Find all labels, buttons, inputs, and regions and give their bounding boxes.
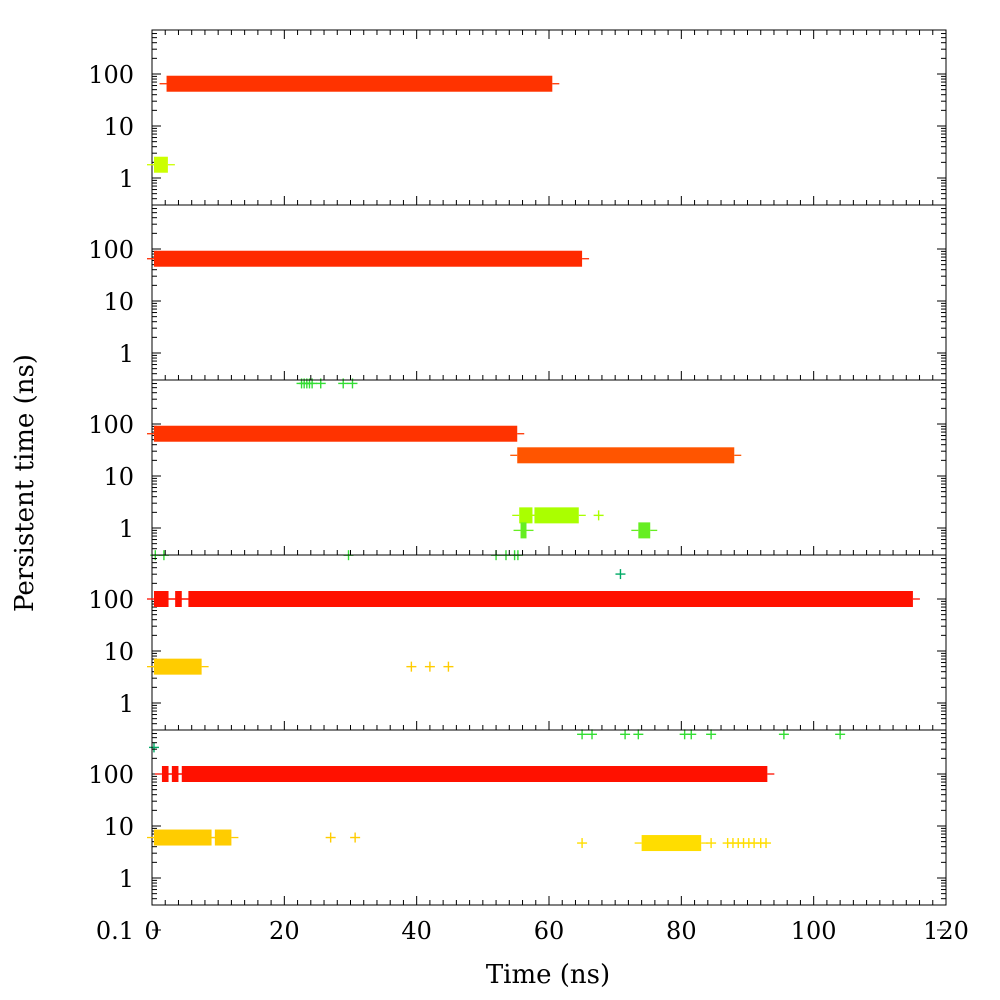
panel-1: 1 10 100 — [88, 29, 947, 206]
data-run — [641, 835, 702, 852]
y-tick-label: 10 — [103, 288, 134, 316]
data-run — [153, 425, 518, 442]
data-run — [153, 591, 169, 607]
data-point — [406, 661, 417, 672]
panel-frame — [151, 379, 947, 556]
data-point — [577, 729, 588, 740]
x-axis-title: Time (ns) — [486, 960, 610, 990]
panels-layer: 1 10 100 1 10 100 1 10 100 1 10 100 0.1 1 10 100 — [88, 29, 947, 945]
data-run — [517, 447, 735, 464]
data-point — [325, 832, 336, 843]
x-tick-label: 20 — [269, 917, 300, 945]
y-tick-label: 100 — [88, 761, 134, 789]
data-point — [706, 838, 717, 849]
panel-3: 1 10 100 — [88, 379, 947, 580]
y-tick-label: 1 — [119, 865, 134, 893]
y-tick-label: 1 — [119, 690, 134, 718]
y-tick-label: 1 — [119, 515, 134, 543]
y-tick-label: 10 — [103, 113, 134, 141]
data-point — [593, 510, 604, 521]
y-tick-label: 10 — [103, 463, 134, 491]
y-axis-title: Persistent time (ns) — [10, 354, 40, 612]
x-tick-label: 80 — [666, 917, 697, 945]
data-point — [620, 729, 631, 740]
data-point — [706, 729, 717, 740]
data-run — [181, 766, 768, 782]
data-point — [148, 742, 159, 753]
data-point — [761, 838, 772, 849]
panel-4: 1 10 100 — [88, 554, 947, 753]
y-tick-label: 100 — [88, 586, 134, 614]
data-point — [686, 729, 697, 740]
panel-5: 0.1 1 10 100 — [88, 729, 947, 945]
y-tick-label: 10 — [103, 813, 134, 841]
y-tick-label: 0.1 — [96, 917, 134, 945]
data-run — [638, 522, 651, 539]
data-run — [153, 250, 583, 267]
data-point — [835, 729, 846, 740]
y-tick-label: 1 — [119, 165, 134, 193]
y-tick-label: 100 — [88, 236, 134, 264]
data-run — [214, 829, 232, 846]
data-point — [577, 838, 588, 849]
data-point — [443, 661, 454, 672]
y-tick-label: 100 — [88, 411, 134, 439]
data-run — [153, 658, 202, 675]
panel-frame — [151, 204, 947, 381]
data-run — [519, 507, 533, 524]
x-tick-label: 120 — [923, 917, 969, 945]
data-run — [188, 591, 913, 607]
panel-frame — [151, 729, 947, 906]
y-tick-label: 1 — [119, 340, 134, 368]
data-point — [778, 729, 789, 740]
data-run — [534, 507, 579, 524]
x-tick-label: 100 — [791, 917, 837, 945]
data-run — [166, 75, 553, 92]
data-run — [175, 591, 182, 607]
panel-frame — [151, 554, 947, 731]
data-point — [424, 661, 435, 672]
data-point — [633, 729, 644, 740]
data-run — [153, 829, 212, 846]
panel-2: 1 10 100 — [88, 204, 947, 389]
data-point — [350, 832, 361, 843]
data-run — [520, 522, 527, 539]
x-axis: 0 20 40 60 80 100 120 — [144, 917, 969, 945]
y-tick-label: 100 — [88, 61, 134, 89]
x-tick-label: 40 — [401, 917, 432, 945]
x-tick-label: 0 — [144, 917, 159, 945]
data-run — [153, 156, 168, 173]
y-tick-label: 10 — [103, 638, 134, 666]
data-point — [615, 569, 626, 580]
panel-frame — [151, 29, 947, 206]
x-tick-label: 60 — [534, 917, 565, 945]
data-point — [587, 729, 598, 740]
